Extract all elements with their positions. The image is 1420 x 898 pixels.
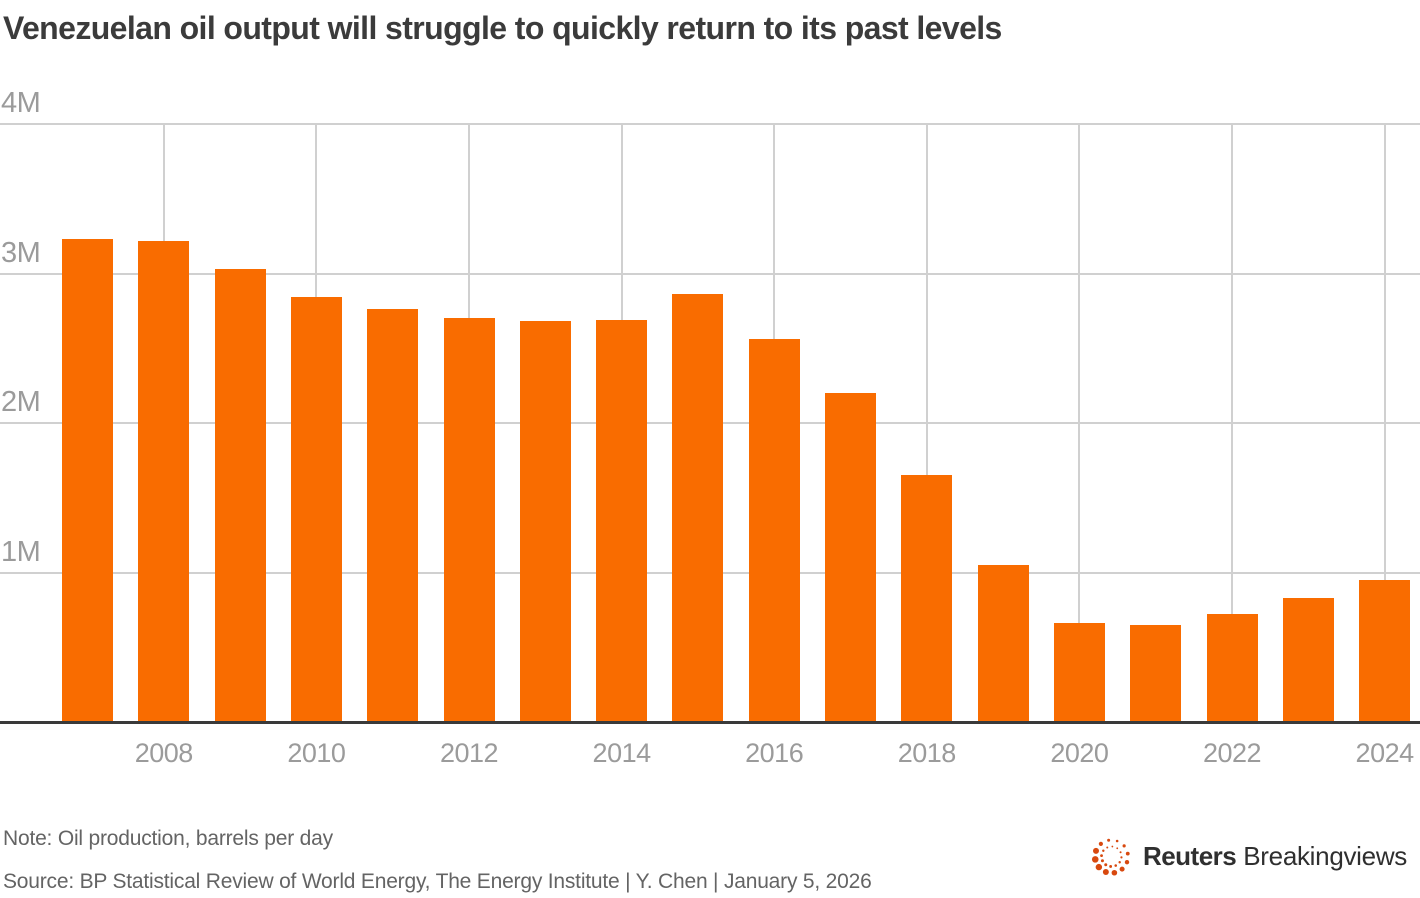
reuters-wordmark: Reuters [1142, 840, 1237, 871]
y-tick-4M: 4M [1, 87, 41, 119]
gridline-y-3M [0, 272, 1420, 275]
x-tick-2012: 2012 [439, 738, 499, 768]
x-tick-2008: 2008 [134, 738, 194, 768]
gridline-y-4M [0, 123, 1420, 125]
y-tick-2M: 2M [1, 386, 41, 418]
x-tick-2024: 2024 [1355, 738, 1415, 768]
reuters-dotted-circle-icon [1091, 838, 1130, 876]
bar-2010 [290, 297, 342, 722]
chart-source: Source: BP Statistical Review of World E… [3, 870, 872, 893]
x-tick-2014: 2014 [592, 738, 652, 768]
bar-2007 [62, 239, 113, 722]
x-tick-2020: 2020 [1050, 738, 1109, 768]
reuters-breakingviews-logo: Reuters Breakingviews [1089, 833, 1407, 879]
bar-2023 [1282, 597, 1334, 722]
bar-2013 [519, 321, 571, 722]
bar-2021 [1130, 624, 1182, 722]
bar-2020 [1053, 623, 1105, 722]
x-tick-2018: 2018 [897, 738, 957, 768]
chart-note: Note: Oil production, barrels per day [3, 827, 333, 850]
y-tick-1M: 1M [1, 535, 41, 568]
bar-2017 [825, 393, 876, 722]
x-tick-2022: 2022 [1202, 738, 1262, 768]
chart-title: Venezuelan oil output will struggle to q… [3, 10, 1002, 46]
bar-2018 [901, 475, 953, 722]
bar-2016 [748, 339, 800, 722]
x-axis-line [0, 721, 1420, 724]
x-tick-2010: 2010 [287, 738, 346, 768]
x-tick-2016: 2016 [745, 738, 804, 768]
bar-2019 [977, 565, 1029, 722]
bar-2014 [596, 319, 648, 722]
bar-2015 [672, 294, 724, 722]
bar-2022 [1206, 614, 1258, 722]
bar-2009 [214, 269, 266, 722]
bar-2012 [443, 318, 495, 722]
breakingviews-wordmark: Breakingviews [1243, 840, 1407, 871]
bar-2008 [138, 240, 190, 722]
bar-2024 [1359, 579, 1411, 722]
y-tick-3M: 3M [1, 236, 41, 269]
bar-2011 [367, 309, 419, 722]
